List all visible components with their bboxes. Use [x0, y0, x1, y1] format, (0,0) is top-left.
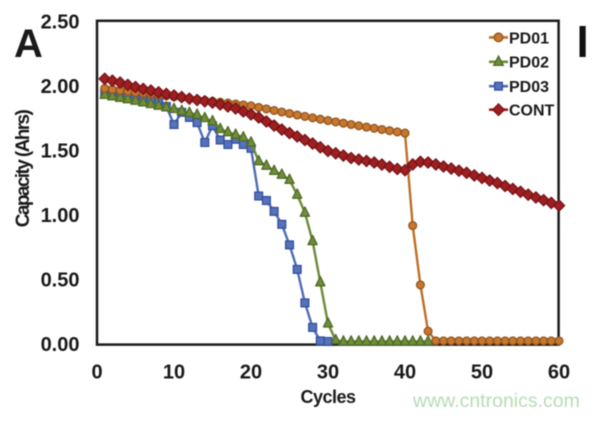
svg-text:Capacity (Ahrs): Capacity (Ahrs) [13, 110, 34, 228]
svg-text:30: 30 [317, 362, 339, 384]
svg-text:PD02: PD02 [509, 55, 549, 72]
svg-text:Cycles: Cycles [300, 387, 356, 407]
svg-text:PD03: PD03 [509, 79, 549, 96]
svg-text:2.00: 2.00 [41, 76, 80, 98]
svg-text:www.cntronics.com: www.cntronics.com [412, 390, 580, 412]
svg-text:CONT: CONT [509, 103, 555, 120]
svg-text:2.50: 2.50 [41, 11, 80, 33]
svg-text:A: A [14, 22, 43, 66]
svg-text:0.50: 0.50 [41, 270, 80, 292]
svg-text:40: 40 [394, 362, 416, 384]
svg-text:20: 20 [240, 362, 262, 384]
svg-text:60: 60 [548, 362, 570, 384]
svg-text:PD01: PD01 [509, 30, 549, 47]
svg-text:0.00: 0.00 [41, 334, 80, 356]
svg-text:50: 50 [471, 362, 493, 384]
svg-text:1.50: 1.50 [41, 141, 80, 163]
svg-text:0: 0 [91, 362, 102, 384]
svg-text:10: 10 [163, 362, 185, 384]
svg-text:1.00: 1.00 [41, 205, 80, 227]
